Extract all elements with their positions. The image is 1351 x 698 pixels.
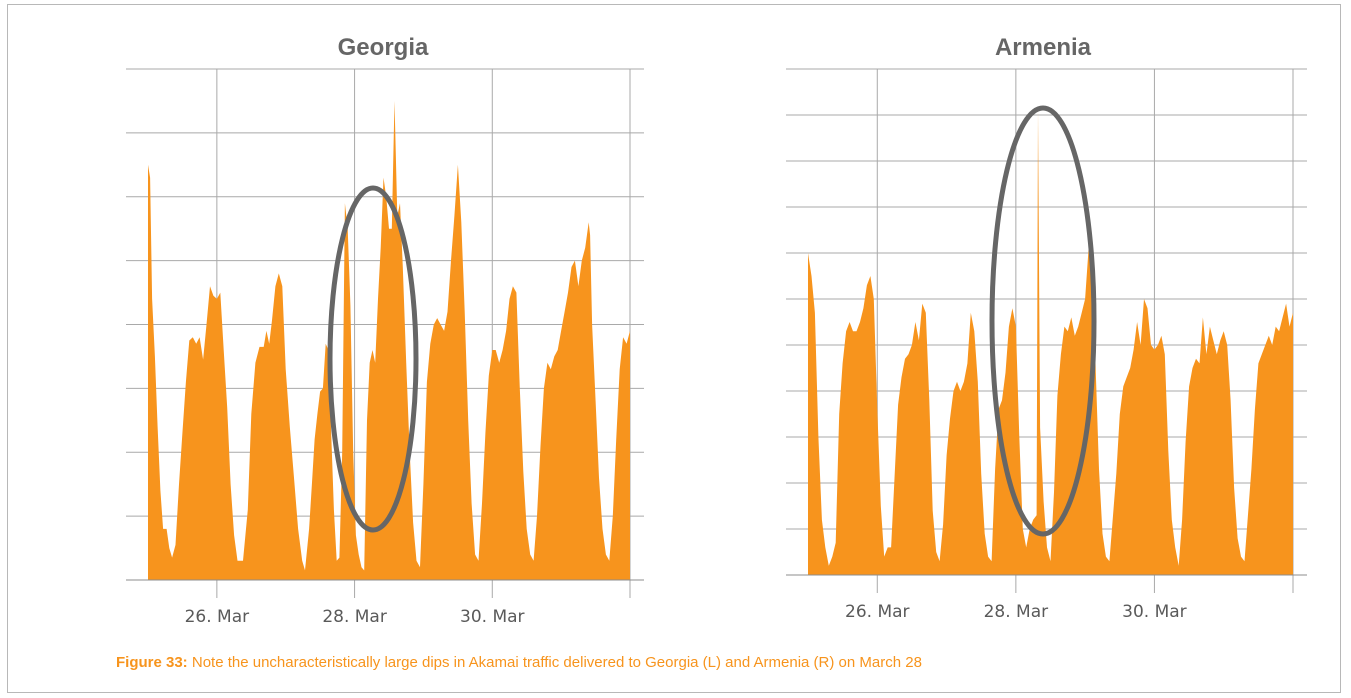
- x-tick-label: 26. Mar: [845, 602, 910, 622]
- caption-label: Figure 33:: [116, 654, 188, 671]
- x-tick-label: 28. Mar: [984, 602, 1049, 622]
- chart-georgia: Georgia 26. Mar 28. Mar 30. Mar: [126, 34, 644, 627]
- x-tick-label: 26. Mar: [185, 607, 250, 627]
- x-tick-label: 28. Mar: [322, 607, 387, 627]
- highlight-ellipse: [989, 105, 1097, 537]
- chart-title: Georgia: [338, 34, 429, 61]
- figure-svg: Georgia 26. Mar 28. Mar 30. Mar Armenia 26. M…: [126, 34, 1307, 627]
- traffic-area: [808, 110, 1293, 576]
- figure-frame: Georgia 26. Mar 28. Mar 30. Mar Armenia 26. M…: [7, 4, 1341, 693]
- chart-armenia: Armenia 26. Mar 28. Mar 30. Mar: [786, 34, 1307, 622]
- x-tick-label: 30. Mar: [1122, 602, 1187, 622]
- highlight-ellipse: [327, 185, 419, 533]
- figure-caption: Figure 33: Note the uncharacteristically…: [116, 654, 922, 671]
- caption-text: Note the uncharacteristically large dips…: [191, 654, 922, 671]
- x-tick-label: 30. Mar: [460, 607, 525, 627]
- traffic-area: [148, 100, 630, 581]
- x-tick-labels: 26. Mar 28. Mar 30. Mar: [185, 607, 525, 627]
- chart-title: Armenia: [995, 34, 1092, 61]
- x-tick-labels: 26. Mar 28. Mar 30. Mar: [845, 602, 1187, 622]
